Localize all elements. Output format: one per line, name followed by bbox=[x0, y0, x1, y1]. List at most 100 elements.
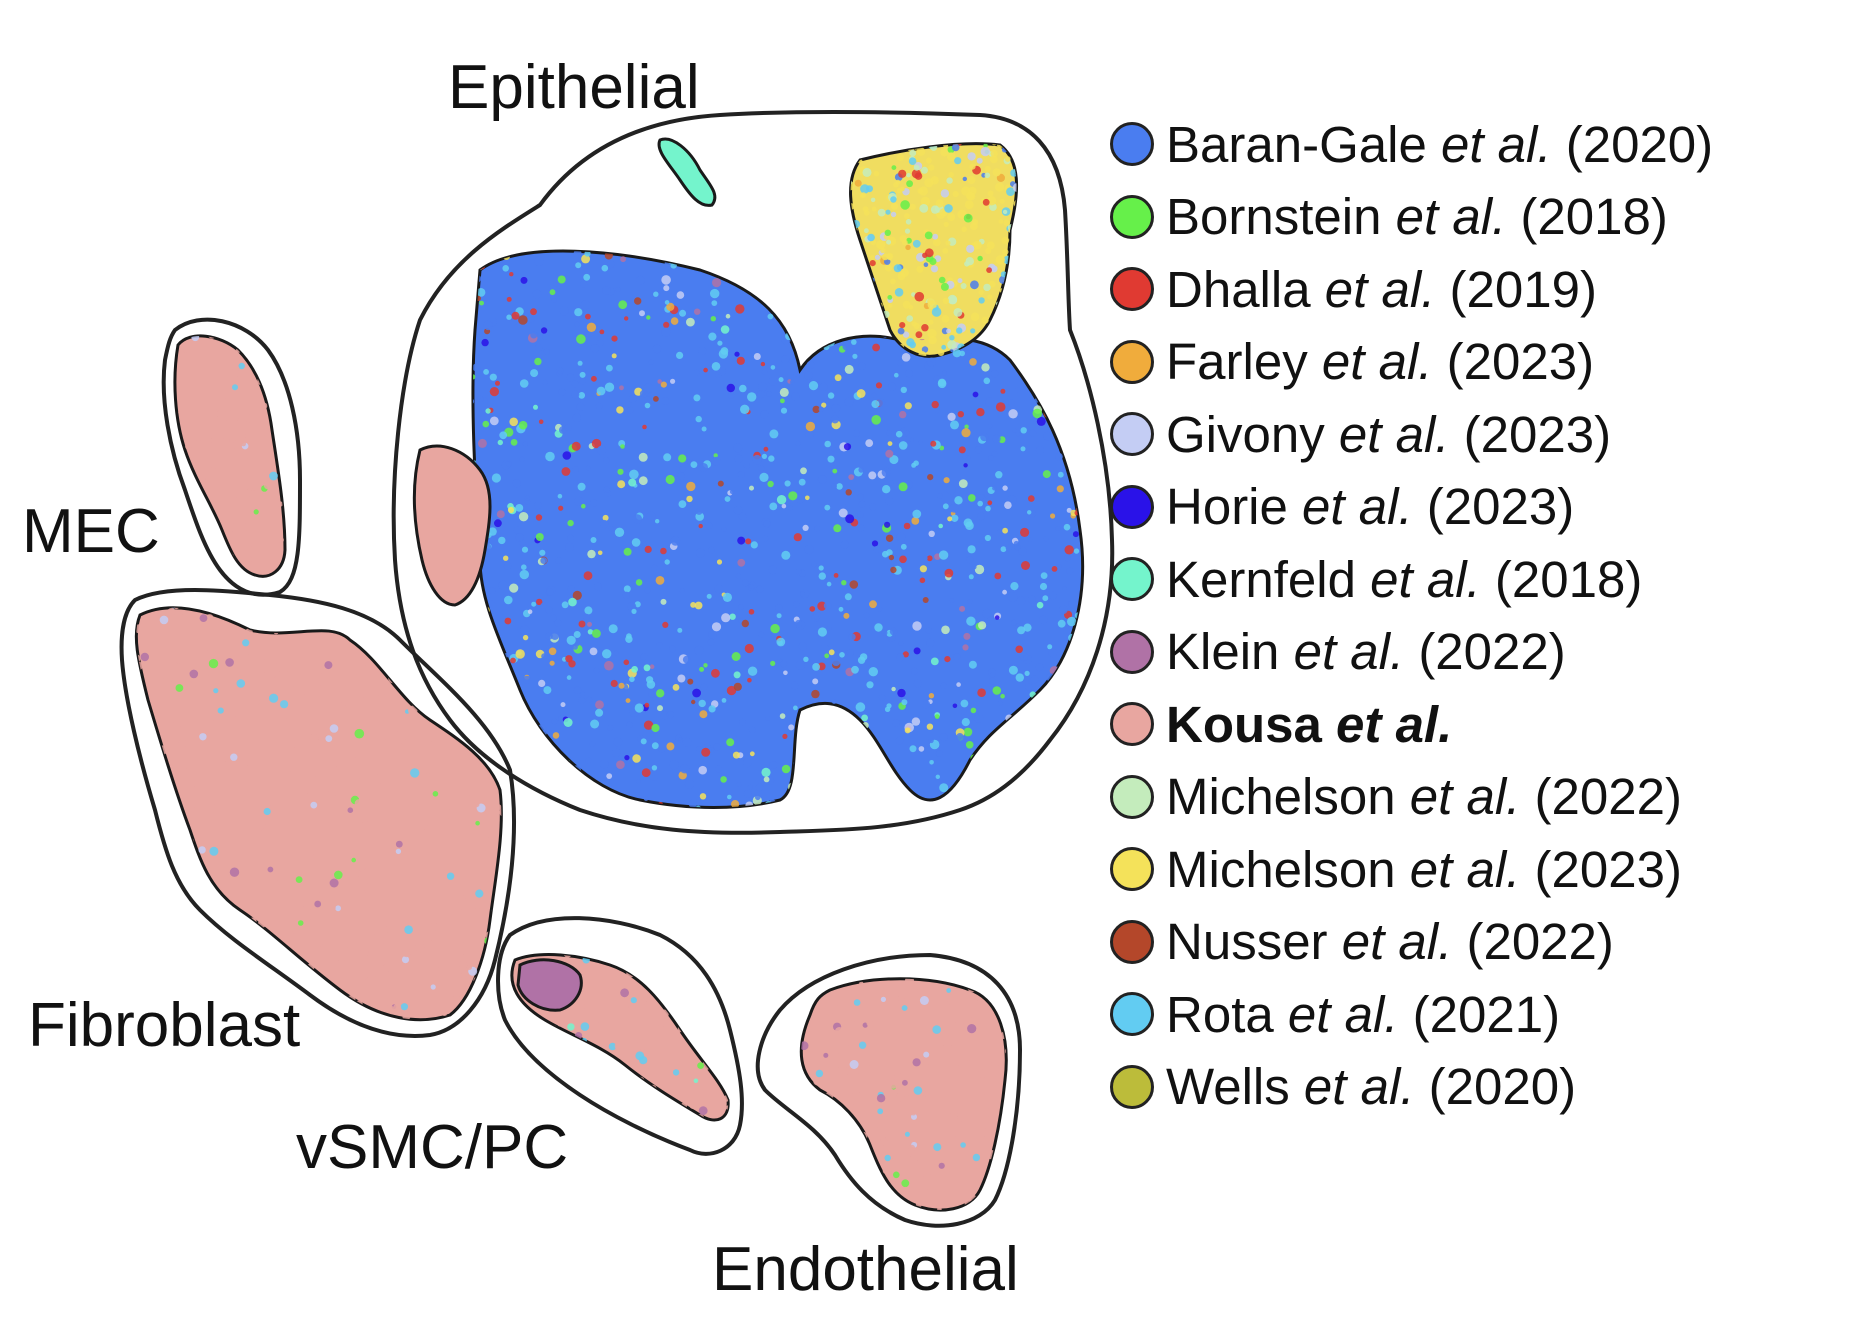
scatter-point bbox=[875, 1007, 883, 1016]
scatter-point bbox=[853, 247, 860, 254]
scatter-point bbox=[601, 264, 609, 272]
scatter-point bbox=[1002, 589, 1007, 595]
scatter-point bbox=[921, 166, 928, 174]
scatter-point bbox=[639, 310, 645, 317]
scatter-point bbox=[362, 726, 369, 733]
scatter-point bbox=[526, 1034, 537, 1045]
scatter-point bbox=[1000, 388, 1006, 394]
scatter-point bbox=[269, 693, 279, 703]
scatter-point bbox=[751, 277, 760, 286]
scatter-point bbox=[761, 453, 768, 459]
scatter-point bbox=[331, 1020, 340, 1029]
scatter-point bbox=[856, 815, 864, 823]
scatter-point bbox=[499, 807, 502, 817]
scatter-point bbox=[498, 1026, 506, 1034]
scatter-point bbox=[866, 286, 871, 292]
scatter-point bbox=[510, 657, 516, 664]
scatter-point bbox=[559, 306, 569, 316]
scatter-point bbox=[738, 604, 744, 610]
scatter-point bbox=[918, 1212, 924, 1218]
scatter-point bbox=[242, 639, 250, 647]
scatter-point bbox=[923, 1051, 930, 1058]
scatter-point bbox=[219, 758, 226, 765]
scatter-point bbox=[267, 660, 277, 670]
scatter-point bbox=[644, 702, 650, 708]
scatter-point bbox=[666, 742, 675, 751]
scatter-point bbox=[643, 720, 654, 730]
scatter-point bbox=[898, 143, 907, 150]
scatter-point bbox=[911, 667, 918, 675]
scatter-point bbox=[527, 609, 533, 614]
scatter-point bbox=[871, 786, 878, 792]
scatter-point bbox=[679, 309, 687, 317]
scatter-point bbox=[740, 404, 750, 414]
scatter-point bbox=[850, 251, 861, 262]
scatter-point bbox=[897, 688, 906, 698]
scatter-point bbox=[370, 693, 380, 703]
scatter-point bbox=[303, 913, 312, 922]
scatter-point bbox=[713, 743, 721, 751]
scatter-point bbox=[835, 720, 845, 730]
scatter-point bbox=[837, 754, 845, 762]
scatter-point bbox=[813, 279, 821, 287]
scatter-point bbox=[1023, 363, 1030, 370]
scatter-point bbox=[613, 650, 619, 656]
scatter-point bbox=[657, 240, 667, 250]
scatter-point bbox=[276, 873, 286, 883]
scatter-point bbox=[768, 238, 774, 244]
scatter-point bbox=[801, 1011, 804, 1021]
scatter-point bbox=[898, 811, 907, 820]
scatter-point bbox=[693, 369, 700, 376]
scatter-point bbox=[364, 902, 371, 909]
scatter-point bbox=[317, 757, 324, 764]
scatter-point bbox=[869, 314, 877, 322]
scatter-point bbox=[175, 657, 182, 664]
scatter-point bbox=[928, 319, 934, 325]
scatter-point bbox=[645, 804, 654, 808]
scatter-point bbox=[720, 325, 730, 334]
scatter-point bbox=[603, 456, 610, 464]
scatter-point bbox=[827, 455, 835, 463]
scatter-point bbox=[571, 441, 581, 451]
scatter-point bbox=[218, 416, 227, 425]
scatter-point bbox=[844, 276, 851, 283]
scatter-point bbox=[932, 233, 939, 240]
scatter-point bbox=[329, 904, 336, 912]
scatter-point bbox=[804, 371, 813, 380]
scatter-point bbox=[906, 315, 913, 322]
legend-etal: et al. bbox=[1409, 840, 1521, 898]
scatter-point bbox=[910, 1152, 920, 1162]
scatter-point bbox=[487, 836, 494, 843]
scatter-point bbox=[498, 580, 508, 590]
scatter-point bbox=[634, 703, 644, 713]
scatter-point bbox=[559, 779, 565, 785]
scatter-point bbox=[728, 816, 736, 824]
scatter-point bbox=[1073, 265, 1082, 275]
scatter-point bbox=[908, 157, 917, 165]
scatter-point bbox=[1021, 307, 1031, 316]
scatter-point bbox=[1004, 156, 1011, 162]
scatter-point bbox=[511, 311, 520, 320]
scatter-point bbox=[877, 972, 882, 977]
scatter-point bbox=[1041, 773, 1049, 782]
scatter-point bbox=[987, 294, 993, 300]
scatter-point bbox=[501, 1062, 510, 1071]
scatter-point bbox=[582, 786, 589, 794]
scatter-point bbox=[842, 193, 850, 201]
scatter-point bbox=[783, 670, 788, 676]
scatter-point bbox=[354, 799, 363, 808]
scatter-point bbox=[501, 460, 511, 470]
scatter-point bbox=[168, 565, 175, 572]
scatter-point bbox=[651, 723, 660, 733]
scatter-point bbox=[992, 485, 997, 491]
scatter-point bbox=[489, 694, 498, 704]
scatter-point bbox=[1060, 670, 1068, 678]
scatter-point bbox=[831, 483, 837, 490]
scatter-point bbox=[136, 925, 141, 933]
scatter-point bbox=[369, 607, 376, 613]
scatter-point bbox=[1064, 545, 1074, 555]
scatter-point bbox=[1057, 471, 1064, 478]
scatter-point bbox=[888, 554, 895, 561]
scatter-point bbox=[637, 1039, 645, 1047]
scatter-point bbox=[891, 1090, 898, 1097]
